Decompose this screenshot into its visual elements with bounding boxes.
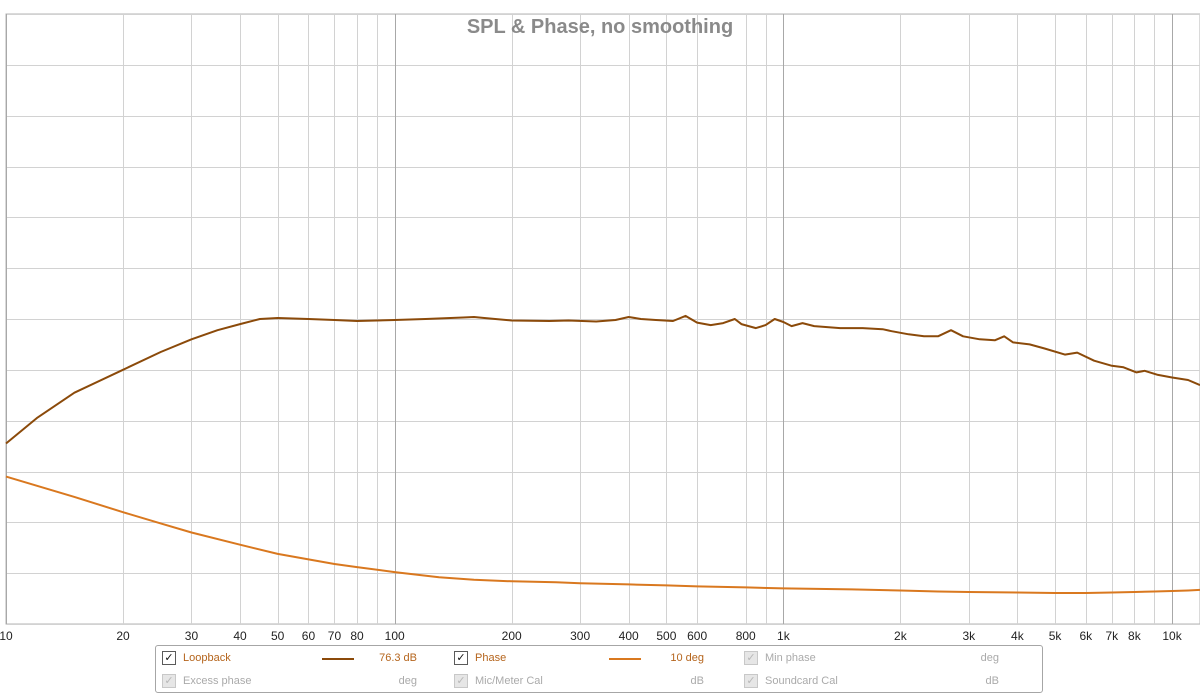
chart-grid: [5, 13, 1200, 625]
x-tick-label: 30: [185, 629, 199, 643]
legend-item-soundcard-cal: ✓ Soundcard Cal dB: [744, 672, 1029, 692]
phase-swatch: [609, 658, 641, 660]
x-tick-label: 500: [656, 629, 676, 643]
x-tick-label: 40: [233, 629, 247, 643]
legend-item-excess-phase: ✓ Excess phase deg: [162, 672, 447, 692]
chart-title: SPL & Phase, no smoothing: [467, 16, 733, 38]
legend-label: Mic/Meter Cal: [475, 675, 543, 687]
phase-checkbox[interactable]: ✓: [454, 651, 468, 665]
mic-meter-cal-checkbox[interactable]: ✓: [454, 674, 468, 688]
x-tick-label: 20: [116, 629, 130, 643]
legend-label: Min phase: [765, 652, 816, 664]
excess-phase-checkbox[interactable]: ✓: [162, 674, 176, 688]
legend-value: 76.3 dB: [379, 652, 417, 664]
legend-label: Soundcard Cal: [765, 675, 838, 687]
x-tick-label: 7k: [1106, 629, 1120, 643]
legend-panel: ✓ Loopback 76.3 dB ✓ Phase 10 deg ✓ Min …: [155, 645, 1043, 693]
x-tick-label: 200: [502, 629, 522, 643]
legend-row: ✓ Excess phase deg ✓ Mic/Meter Cal dB ✓ …: [156, 672, 1042, 692]
x-tick-label: 1k: [777, 629, 791, 643]
x-tick-label: 80: [350, 629, 364, 643]
legend-label: Excess phase: [183, 675, 252, 687]
legend-label: Phase: [475, 652, 507, 664]
x-tick-label: 3k: [962, 629, 976, 643]
legend-item-min-phase: ✓ Min phase deg: [744, 649, 1029, 669]
x-tick-label: 50: [271, 629, 285, 643]
spl-phase-chart: SPL & Phase, no smoothing 10 20 30 40 50 60 70…: [0, 13, 1200, 643]
x-tick-label: 10: [0, 629, 13, 643]
legend-item-phase: ✓ Phase 10 deg: [454, 649, 739, 669]
legend-value: dB: [690, 675, 704, 687]
x-tick-label: 6k: [1079, 629, 1093, 643]
legend-item-mic-meter-cal: ✓ Mic/Meter Cal dB: [454, 672, 739, 692]
x-tick-label: 5k: [1049, 629, 1063, 643]
legend-value: 10 deg: [670, 652, 704, 664]
legend-label: Loopback: [183, 652, 231, 664]
series-line-phase: [5, 475, 1200, 594]
min-phase-checkbox[interactable]: ✓: [744, 651, 758, 665]
legend-row: ✓ Loopback 76.3 dB ✓ Phase 10 deg ✓ Min …: [156, 649, 1042, 669]
x-tick-label: 800: [736, 629, 756, 643]
x-tick-label: 8k: [1128, 629, 1142, 643]
x-tick-label: 300: [570, 629, 590, 643]
x-tick-label: 100: [385, 629, 405, 643]
x-tick-label: 70: [328, 629, 342, 643]
x-tick-label: 600: [687, 629, 707, 643]
x-axis-ticks: 10 20 30 40 50 60 70 80 100 200 300 400 500 600 800 1k 2…: [0, 629, 1183, 643]
chart-series: [5, 314, 1200, 594]
x-tick-label: 10k: [1162, 629, 1182, 643]
series-line-loopback: [5, 314, 1200, 445]
legend-value: deg: [980, 652, 999, 664]
soundcard-cal-checkbox[interactable]: ✓: [744, 674, 758, 688]
legend-item-loopback: ✓ Loopback 76.3 dB: [162, 649, 447, 669]
legend-value: deg: [398, 675, 417, 687]
x-tick-label: 60: [302, 629, 316, 643]
legend-value: dB: [985, 675, 999, 687]
loopback-swatch: [322, 658, 354, 660]
x-tick-label: 2k: [894, 629, 908, 643]
x-tick-label: 4k: [1011, 629, 1025, 643]
x-tick-label: 400: [619, 629, 639, 643]
loopback-checkbox[interactable]: ✓: [162, 651, 176, 665]
